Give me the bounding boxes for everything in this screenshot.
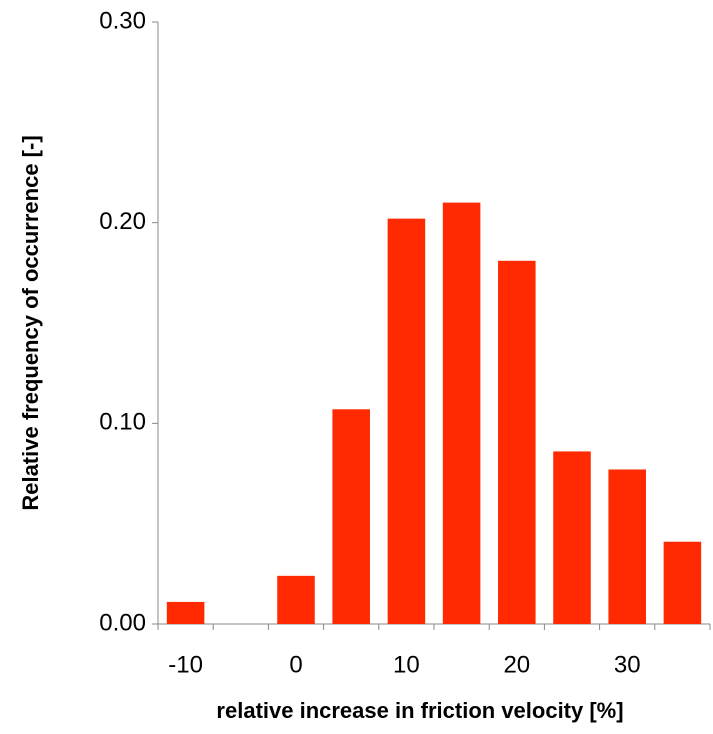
y-tick-label: 0.00	[99, 609, 146, 636]
bar	[498, 260, 536, 624]
bar	[166, 601, 205, 624]
y-axis-title: Relative frequency of occurrence [-]	[18, 135, 43, 510]
x-tick-label: 10	[393, 651, 420, 678]
x-tick-label: 30	[614, 651, 641, 678]
bar	[442, 202, 481, 624]
y-tick-label: 0.30	[99, 7, 146, 34]
x-tick-label: -10	[168, 651, 203, 678]
x-tick-label: 20	[503, 651, 530, 678]
x-tick-label: 0	[289, 651, 302, 678]
x-axis-title: relative increase in friction velocity […	[216, 698, 623, 723]
bar	[387, 218, 426, 625]
bar	[553, 451, 591, 624]
y-tick-label: 0.10	[99, 409, 146, 436]
y-tick-label: 0.20	[99, 208, 146, 235]
bar	[663, 541, 702, 624]
bar	[277, 575, 315, 624]
bar	[608, 469, 646, 624]
bar	[332, 409, 370, 624]
